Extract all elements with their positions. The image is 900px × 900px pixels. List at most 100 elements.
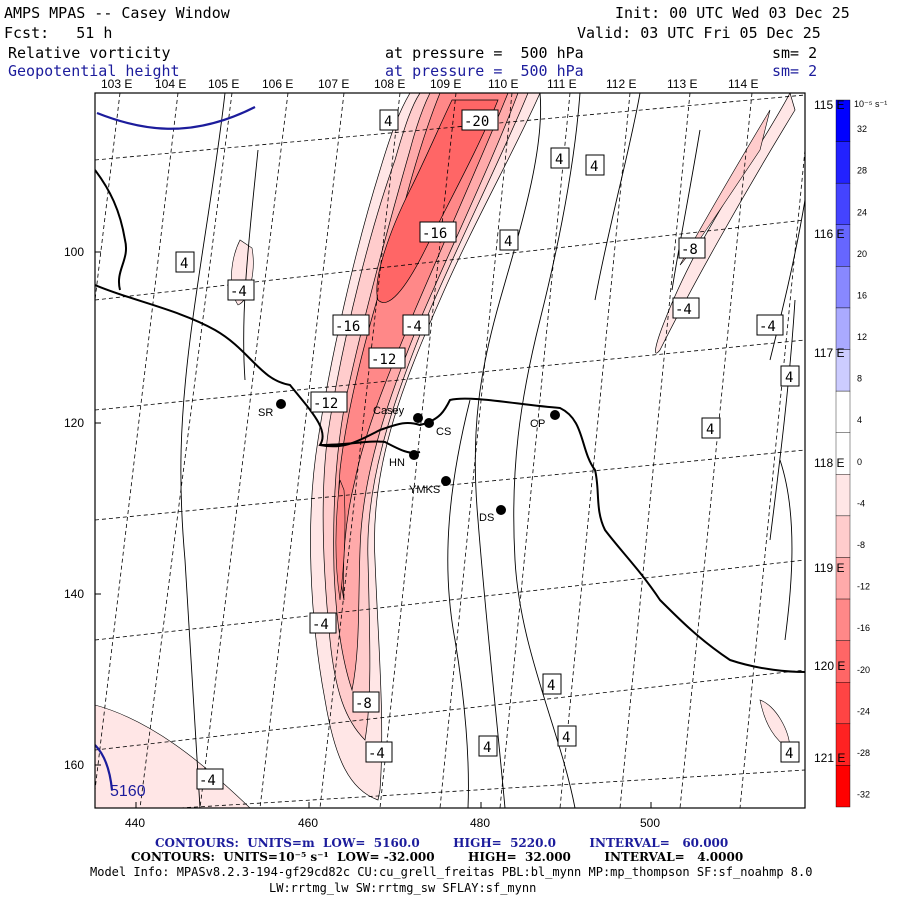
station-label: CP bbox=[530, 418, 545, 430]
contour-label: -4 bbox=[230, 284, 247, 300]
contour-label: -4 bbox=[675, 302, 692, 318]
colorbar-label: 32 bbox=[857, 124, 867, 134]
lon-label-right: 117 E bbox=[814, 346, 845, 360]
lon-label-top: 104 E bbox=[155, 77, 187, 91]
contour-label: 4 bbox=[562, 730, 570, 746]
colorbar-label: 24 bbox=[857, 207, 867, 217]
colorbar-label: -32 bbox=[857, 790, 870, 800]
vorticity-contours bbox=[180, 93, 805, 808]
colorbar-swatch bbox=[835, 474, 851, 517]
axis-ticks bbox=[95, 251, 652, 808]
field1-name: Relative vorticity bbox=[8, 44, 171, 62]
forecast-hour: Fcst: 51 h bbox=[4, 24, 113, 42]
contour-label: -16 bbox=[335, 319, 360, 335]
colorbar-swatch bbox=[835, 141, 851, 184]
colorbar-swatch bbox=[835, 266, 851, 309]
colorbar-label: 16 bbox=[857, 290, 867, 300]
height-contour-label: 5160 bbox=[110, 783, 146, 800]
contour-label: -16 bbox=[422, 226, 447, 242]
field2-name: Geopotential height bbox=[8, 62, 180, 80]
vorticity-fill bbox=[95, 93, 796, 808]
station-labels: SR Casey CS CP HN YMKS DS bbox=[258, 405, 545, 524]
lon-label-top: 105 E bbox=[208, 77, 240, 91]
lon-label-top: 103 E bbox=[101, 77, 133, 91]
plot-frame bbox=[94, 92, 806, 809]
lon-label-right: 118 E bbox=[814, 456, 845, 470]
lon-label-top: 108 E bbox=[374, 77, 406, 91]
contour-label: 4 bbox=[785, 370, 793, 386]
colorbar-swatch bbox=[835, 182, 851, 225]
contour-label: -8 bbox=[681, 242, 698, 258]
lon-label-right: 116 E bbox=[814, 227, 845, 241]
y-tick-label: 100 bbox=[64, 245, 85, 259]
plot-title: AMPS MPAS -- Casey Window bbox=[4, 4, 230, 22]
field1-smoothing: sm= 2 bbox=[772, 44, 818, 62]
colorbar: 10⁻⁵ s⁻¹ 32 28 24 20 16 12 8 4 0 -4 -8 -12 -16 -20 -24 -… bbox=[835, 99, 887, 808]
x-tick-label: 460 bbox=[298, 816, 319, 830]
x-tick-label: 480 bbox=[470, 816, 491, 830]
footer-physics-info: LW:rrtmg_lw SW:rrtmg_sw SFLAY:sf_mynn bbox=[269, 881, 537, 895]
contour-label: 4 bbox=[547, 678, 555, 694]
x-tick-label: 440 bbox=[125, 816, 146, 830]
station-label: DS bbox=[479, 512, 494, 524]
lat-lon-grid bbox=[95, 93, 805, 808]
colorbar-swatch bbox=[835, 682, 851, 725]
colorbar-label: -24 bbox=[857, 706, 870, 716]
station-label: Casey bbox=[373, 405, 405, 417]
contour-label: 4 bbox=[590, 159, 598, 175]
colorbar-swatch bbox=[835, 515, 851, 558]
contour-label: 4 bbox=[706, 422, 714, 438]
colorbar-swatch bbox=[835, 307, 851, 350]
contour-label: -4 bbox=[199, 773, 216, 789]
field2-smoothing: sm= 2 bbox=[772, 62, 818, 80]
lon-label-top: 106 E bbox=[262, 77, 294, 91]
lon-label-top: 113 E bbox=[667, 77, 698, 91]
colorbar-units: 10⁻⁵ s⁻¹ bbox=[854, 99, 887, 109]
lon-label-right: 119 E bbox=[814, 561, 845, 575]
contour-label: -4 bbox=[405, 319, 422, 335]
contour-label: 4 bbox=[483, 740, 491, 756]
y-tick-label: 160 bbox=[64, 758, 85, 772]
contour-label: -12 bbox=[371, 352, 396, 368]
lon-label-top: 114 E bbox=[728, 77, 759, 91]
lon-label-right: 115 E bbox=[814, 98, 845, 112]
lon-label-right: 120 E bbox=[814, 659, 846, 673]
colorbar-label: -8 bbox=[857, 540, 865, 550]
contour-label: -4 bbox=[759, 319, 776, 335]
station-label: YMKS bbox=[409, 484, 440, 496]
footer-height-contours: CONTOURS: UNITS=m LOW= 5160.0 HIGH= 5220… bbox=[155, 836, 729, 850]
station-label: HN bbox=[389, 457, 405, 469]
footer-model-info: Model Info: MPASv8.2.3-194-gf29cd82c CU:… bbox=[90, 865, 813, 879]
colorbar-label: 0 bbox=[857, 457, 862, 467]
colorbar-label: -28 bbox=[857, 748, 870, 758]
lon-label-top: 110 E bbox=[488, 77, 519, 91]
colorbar-swatch bbox=[835, 598, 851, 641]
station-label: CS bbox=[436, 426, 451, 438]
colorbar-label: 28 bbox=[857, 166, 867, 176]
colorbar-label: -20 bbox=[857, 665, 870, 675]
contour-label: -12 bbox=[313, 396, 338, 412]
colorbar-label: -4 bbox=[857, 498, 865, 508]
contour-label: -4 bbox=[368, 746, 385, 762]
lon-label-top: 111 E bbox=[547, 77, 577, 91]
contour-labels: 4 -20 4 4 -16 4 -8 4 -4 -4 -16 -4 -4 -12… bbox=[110, 109, 800, 800]
lon-label-right: 121 E bbox=[814, 751, 846, 765]
colorbar-label: 20 bbox=[857, 249, 867, 259]
y-tick-label: 140 bbox=[64, 587, 85, 601]
contour-label: -8 bbox=[355, 696, 372, 712]
footer-vorticity-contours: CONTOURS: UNITS=10⁻⁵ s⁻¹ LOW= -32.000 HI… bbox=[131, 850, 744, 864]
valid-time: Valid: 03 UTC Fri 05 Dec 25 bbox=[577, 24, 821, 42]
contour-label: 4 bbox=[384, 114, 392, 130]
colorbar-label: 12 bbox=[857, 332, 867, 342]
lon-label-top: 107 E bbox=[318, 77, 350, 91]
lon-label-top: 112 E bbox=[606, 77, 637, 91]
colorbar-label: 4 bbox=[857, 415, 862, 425]
contour-label: 4 bbox=[785, 746, 793, 762]
field1-level: at pressure = 500 hPa bbox=[385, 44, 584, 62]
y-tick-label: 120 bbox=[64, 416, 85, 430]
colorbar-swatch bbox=[835, 390, 851, 433]
x-tick-label: 500 bbox=[640, 816, 661, 830]
contour-label: 4 bbox=[555, 152, 563, 168]
contour-label: -4 bbox=[312, 617, 329, 633]
